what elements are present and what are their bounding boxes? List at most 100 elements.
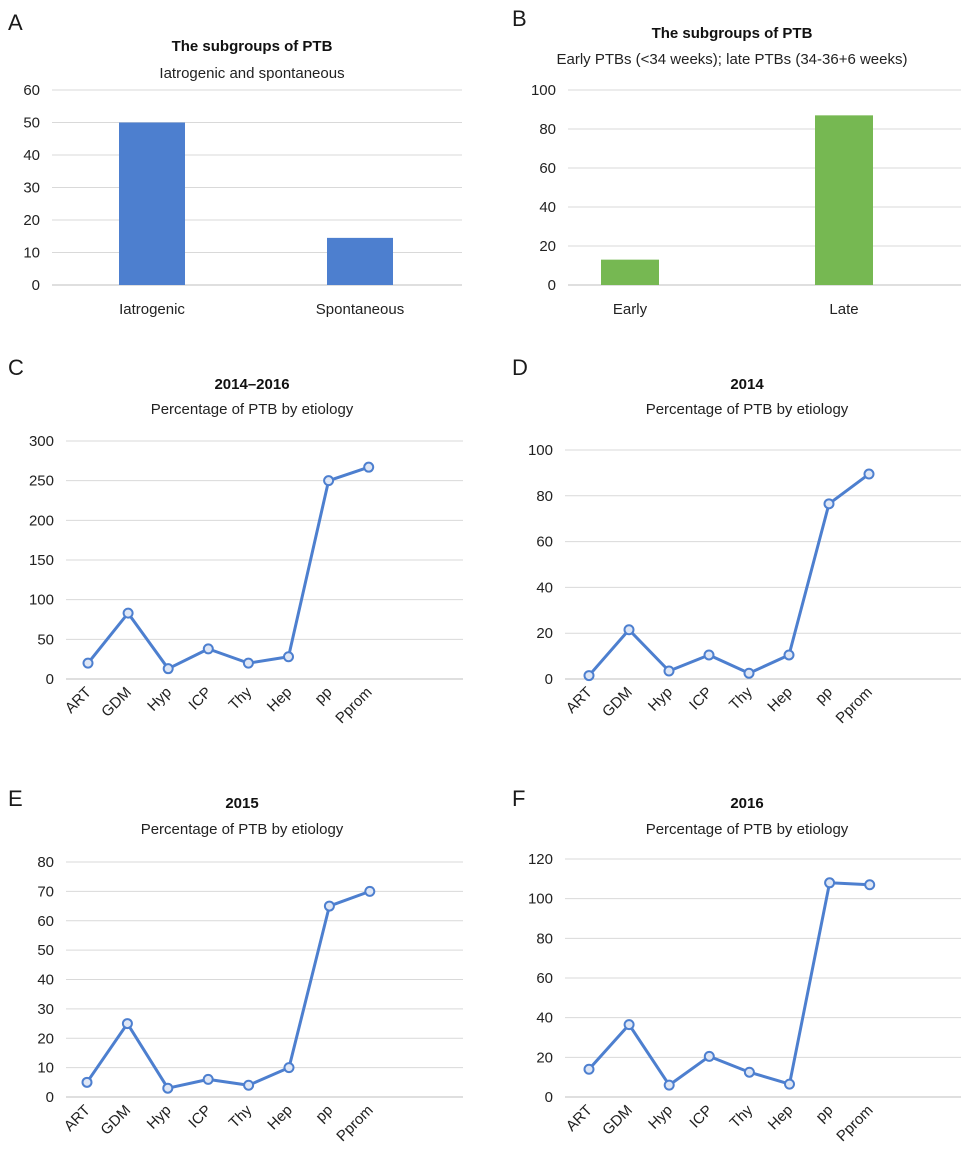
- chart-title: The subgroups of PTB: [172, 38, 333, 55]
- y-tick-label: 60: [536, 534, 553, 551]
- y-tick-label: 30: [37, 1001, 54, 1018]
- x-tick-label: GDM: [98, 684, 135, 721]
- x-tick-label: Pprom: [833, 684, 876, 727]
- panel-letter-b: B: [512, 6, 527, 31]
- x-tick-label: ART: [563, 684, 596, 717]
- data-point-gdm: [623, 1019, 635, 1031]
- x-tick-label: ICP: [185, 1102, 215, 1132]
- chart-title: 2014–2016: [214, 376, 289, 393]
- bar-early: [601, 259, 659, 285]
- x-tick-label: Hyp: [144, 684, 175, 715]
- chart-subtitle: Percentage of PTB by etiology: [141, 821, 344, 838]
- panel-a: A The subgroups of PTB Iatrogenic and spon…: [8, 10, 462, 318]
- panel-letter-f: F: [512, 786, 525, 811]
- data-point-icp: [703, 1050, 715, 1062]
- chart-subtitle: Early PTBs (<34 weeks); late PTBs (34-36…: [557, 51, 908, 68]
- panel-letter-e: E: [8, 786, 23, 811]
- x-tick-label: GDM: [97, 1102, 134, 1139]
- y-tick-label: 50: [37, 942, 54, 959]
- data-point-thy: [243, 1079, 255, 1091]
- y-tick-label: 30: [23, 180, 40, 197]
- bar-late: [815, 115, 873, 285]
- panel-c: C 2014–2016 Percentage of PTB by etiology 0…: [8, 355, 463, 727]
- series-line: [587, 881, 872, 1087]
- panel-letter-c: C: [8, 355, 24, 380]
- data-point-gdm: [623, 624, 635, 636]
- x-tick-label: Hyp: [144, 1102, 175, 1133]
- data-point-art: [82, 657, 94, 669]
- x-tick-label: pp: [312, 684, 336, 708]
- x-tick-label: Spontaneous: [316, 301, 404, 318]
- y-tick-label: 250: [29, 473, 54, 490]
- data-point-thy: [242, 657, 254, 669]
- y-tick-label: 60: [536, 970, 553, 987]
- y-tick-label: 40: [536, 1010, 553, 1027]
- series-line: [587, 472, 871, 678]
- y-tick-label: 0: [545, 1089, 553, 1106]
- panel-f: F 2016 Percentage of PTB by etiology 0 20 40 6…: [512, 786, 961, 1145]
- x-tick-label: Hep: [765, 1102, 796, 1133]
- y-tick-label: 10: [23, 245, 40, 262]
- panel-letter-a: A: [8, 10, 23, 35]
- y-tick-label: 60: [23, 82, 40, 99]
- y-tick-label: 150: [29, 552, 54, 569]
- chart-subtitle: Percentage of PTB by etiology: [646, 401, 849, 418]
- y-tick-label: 40: [536, 579, 553, 596]
- data-point-gdm: [121, 1018, 133, 1030]
- y-tick-label: 60: [539, 160, 556, 177]
- y-tick-label: 70: [37, 883, 54, 900]
- y-tick-label: 10: [37, 1060, 54, 1077]
- x-tick-label: Late: [829, 301, 858, 318]
- chart-subtitle: Percentage of PTB by etiology: [646, 821, 849, 838]
- y-tick-label: 40: [539, 199, 556, 216]
- chart-title: 2015: [225, 795, 258, 812]
- chart-title: 2016: [730, 795, 763, 812]
- x-tick-label: ART: [61, 1102, 94, 1135]
- y-tick-label: 100: [29, 592, 54, 609]
- y-tick-label: 80: [539, 121, 556, 138]
- panel-d: D 2014 Percentage of PTB by etiology 0 20 40 6…: [512, 355, 961, 727]
- x-tick-label: Hyp: [645, 684, 676, 715]
- panel-e: E 2015 Percentage of PTB by etiology 0 10 20 3…: [8, 786, 463, 1145]
- y-tick-label: 80: [536, 488, 553, 505]
- y-tick-label: 0: [545, 671, 553, 688]
- data-point-hyp: [162, 663, 174, 675]
- y-tick-label: 60: [37, 913, 54, 930]
- x-tick-label: Hep: [264, 1102, 295, 1133]
- data-point-icp: [703, 649, 715, 661]
- data-point-pprom: [363, 461, 375, 473]
- data-point-hep: [784, 1078, 795, 1090]
- y-tick-label: 100: [528, 442, 553, 459]
- x-tick-label: ICP: [686, 684, 716, 714]
- y-tick-label: 0: [32, 277, 40, 294]
- x-tick-label: Pprom: [332, 684, 375, 727]
- x-tick-label: Thy: [726, 683, 756, 713]
- data-point-hyp: [663, 665, 675, 677]
- x-tick-label: Iatrogenic: [119, 301, 185, 318]
- x-tick-label: pp: [813, 1102, 837, 1126]
- data-point-hyp: [162, 1082, 174, 1094]
- y-tick-label: 40: [37, 972, 54, 989]
- x-tick-label: ART: [62, 684, 95, 717]
- data-point-pp: [323, 900, 335, 912]
- data-point-icp: [202, 1073, 214, 1085]
- x-tick-label: pp: [312, 1102, 336, 1126]
- data-point-gdm: [122, 607, 134, 619]
- y-tick-label: 0: [46, 1089, 54, 1106]
- y-tick-label: 20: [536, 625, 553, 642]
- x-tick-label: GDM: [599, 1102, 636, 1139]
- y-tick-label: 0: [46, 671, 54, 688]
- series-line: [86, 465, 371, 671]
- data-point-hep: [283, 1062, 295, 1074]
- x-tick-label: Pprom: [833, 1102, 876, 1145]
- y-tick-label: 80: [536, 930, 553, 947]
- y-tick-label: 20: [539, 238, 556, 255]
- x-tick-label: ICP: [185, 684, 215, 714]
- x-tick-label: Thy: [226, 683, 256, 713]
- panel-b: B The subgroups of PTB Early PTBs (<34 wee…: [512, 6, 961, 318]
- data-point-pprom: [863, 468, 875, 480]
- data-point-pp: [823, 498, 835, 510]
- x-tick-label: pp: [812, 684, 836, 708]
- y-tick-label: 200: [29, 512, 54, 529]
